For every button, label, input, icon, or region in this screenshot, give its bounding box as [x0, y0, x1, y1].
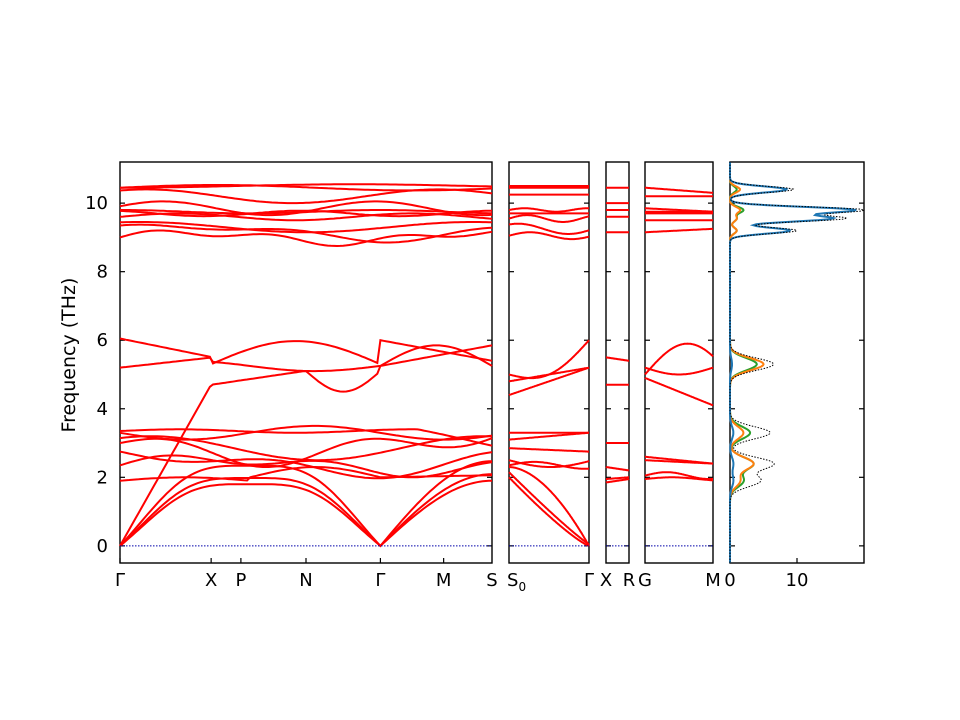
x-tick-label: N: [299, 570, 312, 591]
y-tick-label: 0: [97, 536, 108, 557]
panel-2-band: [509, 431, 589, 441]
x-tick-label-sub: 0: [518, 580, 526, 594]
panel-2-band: [509, 466, 590, 547]
panel-3-band: [605, 466, 630, 472]
panel-1-band: [119, 424, 493, 441]
panel-2-frame: [508, 161, 590, 564]
x-tick-label: Γ: [584, 570, 594, 591]
x-tick-label: P: [235, 570, 246, 591]
panel-4-band: [645, 455, 714, 465]
y-tick-label: 4: [97, 399, 108, 420]
panel-4-band: [644, 377, 714, 407]
y-tick-label: 2: [97, 467, 108, 488]
panel-4-band: [645, 186, 713, 194]
panel-1-band: [119, 337, 493, 365]
y-tick-label: 8: [97, 262, 108, 283]
x-tick-label: M: [705, 570, 721, 591]
panel-3-band: [605, 478, 630, 484]
panel-3-frame: [605, 161, 630, 564]
panel-4-band: [645, 207, 713, 213]
panel-1-band: [119, 473, 493, 548]
x-tick-label: X: [600, 570, 612, 591]
panel-2-band: [508, 207, 589, 213]
dos-x-tick-label: 0: [724, 570, 735, 591]
y-tick-label: 10: [85, 193, 108, 214]
panel-1-band: [119, 428, 493, 447]
x-tick-label: G: [638, 570, 652, 591]
panel-2-band: [508, 222, 590, 235]
panel-1-band: [119, 465, 492, 482]
x-tick-label: Γ: [115, 570, 125, 591]
dos-total: [729, 162, 866, 563]
panel-2-band: [508, 366, 590, 397]
panel-4-band: [644, 227, 714, 234]
panel-1-band: [119, 212, 493, 222]
x-tick-label: R: [623, 570, 636, 591]
panel-3-band: [606, 356, 630, 362]
x-tick-label: X: [205, 570, 217, 591]
panel-1-band: [119, 184, 493, 192]
dos-x-tick-label: 10: [786, 570, 809, 591]
panel-1-band: [119, 200, 493, 217]
panel-1-band: [119, 221, 493, 234]
panel-1-band: [119, 344, 493, 547]
panel-1-band: [119, 435, 493, 462]
x-tick-label: S0: [507, 570, 526, 594]
panel-4-frame: [644, 161, 714, 564]
panel-3-band: [606, 476, 630, 480]
panel-1-band: [119, 229, 493, 248]
x-tick-label: S: [486, 570, 497, 591]
panel-1-band: [119, 437, 493, 468]
dos-series-2: [729, 162, 765, 563]
panel-2-band: [508, 339, 590, 380]
panel-2-band: [508, 476, 590, 547]
panel-2-band: [508, 471, 590, 546]
dos-series-1: [729, 162, 857, 563]
panel-1-band: [120, 183, 493, 189]
panel-1-band: [119, 223, 493, 244]
y-tick-label: 6: [97, 330, 108, 351]
y-axis-title: Frequency (THz): [58, 278, 80, 433]
panel-2-band: [508, 214, 590, 223]
panel-2-band: [509, 447, 589, 453]
panel-1-band: [119, 479, 493, 548]
panel-1-band: [119, 450, 493, 480]
panel-2-band: [508, 459, 590, 468]
panel-4-band: [644, 471, 713, 480]
panel-2-band: [508, 231, 590, 241]
panel-4-band: [644, 342, 714, 376]
panel-1-band: [119, 460, 493, 548]
x-tick-label: M: [436, 570, 452, 591]
x-tick-label: Γ: [375, 570, 385, 591]
panel-4-band: [644, 366, 714, 376]
